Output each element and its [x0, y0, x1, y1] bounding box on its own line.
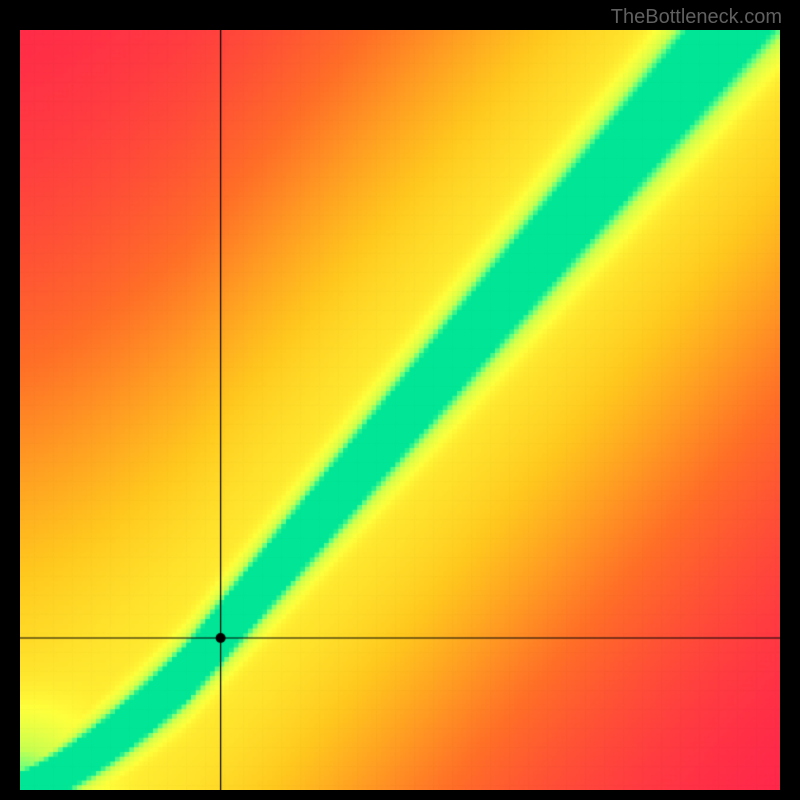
- watermark-text: TheBottleneck.com: [611, 6, 782, 29]
- heatmap-canvas: [20, 30, 780, 790]
- heatmap-plot: [20, 30, 780, 790]
